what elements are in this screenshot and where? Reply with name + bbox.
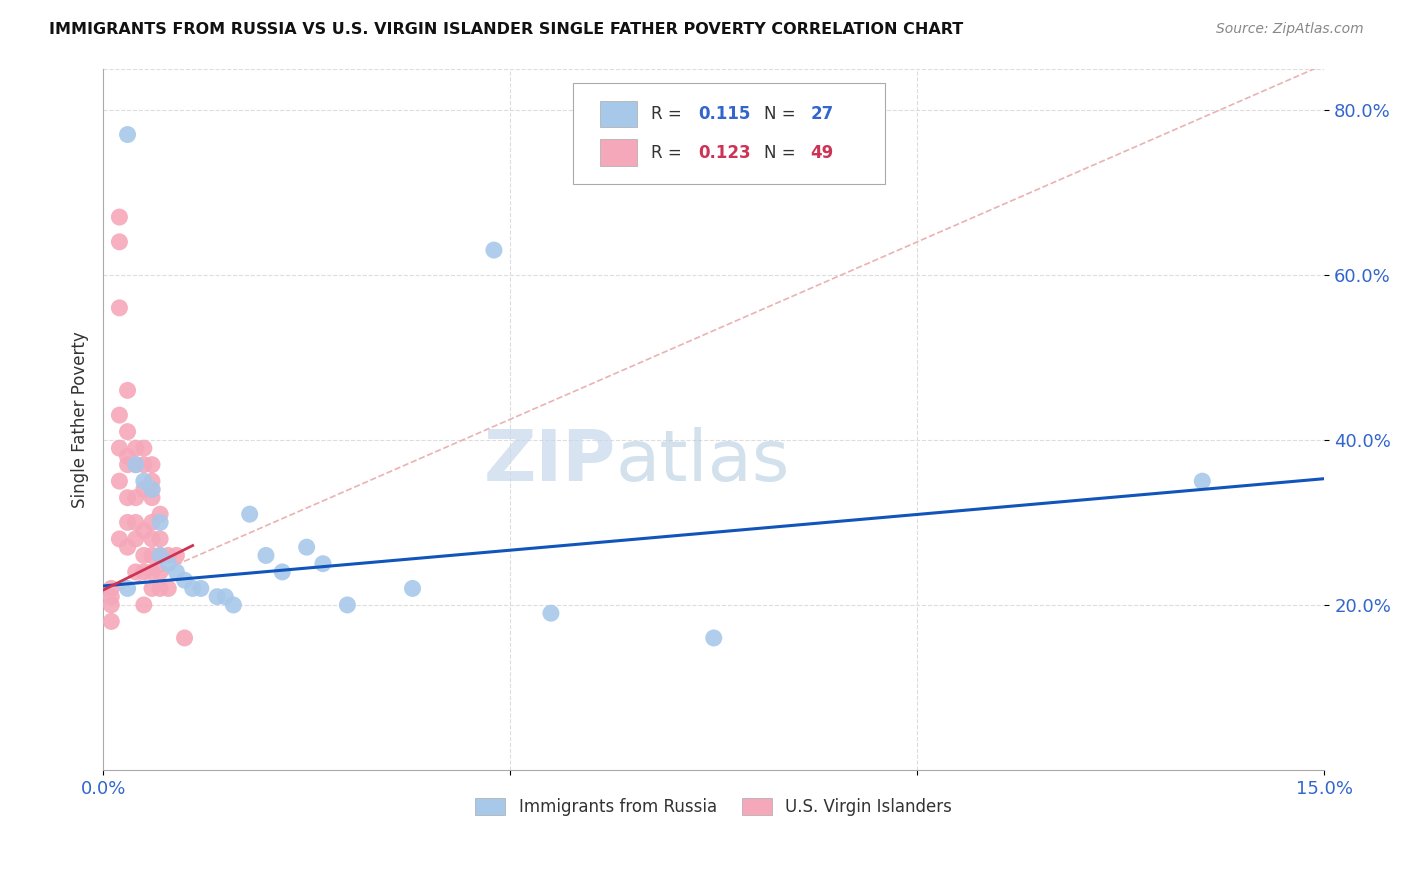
Point [100, 615, 122, 629]
Text: Source: ZipAtlas.com: Source: ZipAtlas.com [1216, 22, 1364, 37]
Point [149, 549, 172, 563]
Text: atlas: atlas [616, 427, 790, 496]
Point [117, 491, 139, 505]
FancyBboxPatch shape [600, 139, 637, 166]
Point [132, 483, 155, 497]
FancyBboxPatch shape [574, 83, 884, 185]
Point [214, 590, 236, 604]
Point [108, 235, 131, 249]
Point [132, 565, 155, 579]
Point [117, 425, 139, 439]
Point [141, 458, 163, 472]
Point [132, 458, 155, 472]
Point [125, 441, 148, 455]
Text: N =: N = [763, 144, 800, 161]
Point [149, 565, 172, 579]
Point [165, 549, 187, 563]
Text: 49: 49 [810, 144, 834, 161]
Point [117, 540, 139, 554]
Point [181, 582, 204, 596]
Point [173, 573, 195, 587]
Text: ZIP: ZIP [484, 427, 616, 496]
Point [125, 458, 148, 472]
Point [141, 532, 163, 546]
Point [108, 408, 131, 422]
Point [703, 631, 725, 645]
Point [239, 507, 262, 521]
Point [132, 524, 155, 538]
Point [149, 582, 172, 596]
Point [149, 549, 172, 563]
Point [117, 458, 139, 472]
Point [141, 582, 163, 596]
Point [108, 474, 131, 488]
Point [149, 516, 172, 530]
Point [141, 516, 163, 530]
Point [141, 491, 163, 505]
Point [100, 582, 122, 596]
Point [295, 540, 318, 554]
Text: IMMIGRANTS FROM RUSSIA VS U.S. VIRGIN ISLANDER SINGLE FATHER POVERTY CORRELATION: IMMIGRANTS FROM RUSSIA VS U.S. VIRGIN IS… [49, 22, 963, 37]
Point [540, 606, 562, 620]
Point [254, 549, 277, 563]
Point [149, 532, 172, 546]
Point [100, 598, 122, 612]
Text: 0.115: 0.115 [697, 105, 751, 123]
Point [271, 565, 294, 579]
Point [401, 582, 423, 596]
Point [312, 557, 335, 571]
Point [141, 474, 163, 488]
Point [108, 441, 131, 455]
Point [141, 549, 163, 563]
Text: 27: 27 [810, 105, 834, 123]
Point [141, 565, 163, 579]
Y-axis label: Single Father Poverty: Single Father Poverty [72, 331, 89, 508]
Point [482, 243, 505, 257]
FancyBboxPatch shape [600, 101, 637, 128]
Point [157, 557, 180, 571]
Point [141, 483, 163, 497]
Point [117, 516, 139, 530]
Point [132, 598, 155, 612]
Point [125, 516, 148, 530]
Point [165, 565, 187, 579]
Point [125, 491, 148, 505]
Point [141, 483, 163, 497]
Point [173, 631, 195, 645]
Point [190, 582, 212, 596]
Point [117, 582, 139, 596]
Text: R =: R = [651, 144, 688, 161]
Point [222, 598, 245, 612]
Point [117, 128, 139, 142]
Point [125, 458, 148, 472]
Point [149, 507, 172, 521]
Point [336, 598, 359, 612]
Point [108, 532, 131, 546]
Point [108, 301, 131, 315]
Point [125, 532, 148, 546]
Point [117, 450, 139, 464]
Point [157, 549, 180, 563]
Legend: Immigrants from Russia, U.S. Virgin Islanders: Immigrants from Russia, U.S. Virgin Isla… [467, 790, 960, 825]
Text: N =: N = [763, 105, 800, 123]
Point [157, 582, 180, 596]
Point [108, 210, 131, 224]
Text: 0.123: 0.123 [697, 144, 751, 161]
Point [1191, 474, 1213, 488]
Point [132, 474, 155, 488]
Point [132, 441, 155, 455]
Point [205, 590, 228, 604]
Point [100, 590, 122, 604]
Point [125, 565, 148, 579]
Point [132, 549, 155, 563]
Point [117, 384, 139, 398]
Text: R =: R = [651, 105, 688, 123]
